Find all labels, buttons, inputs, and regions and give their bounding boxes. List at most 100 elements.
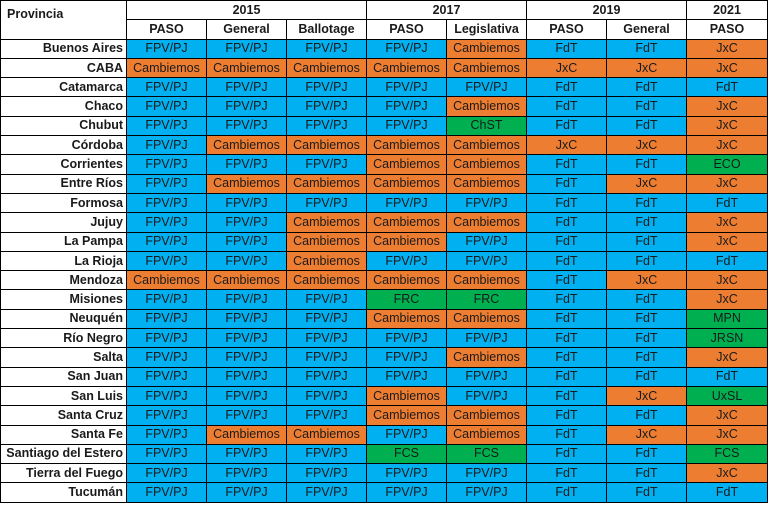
result-cell: JxC [686,270,768,291]
provincia-name: Chubut [0,115,127,137]
table-row: Santa Fe FPV/PJ Cambiemos Cambiemos FPV/PJ Ca… [0,424,768,445]
result-cell: FdT [686,192,768,214]
provincia-name: Catamarca [0,77,127,98]
result-cell: JxC [686,135,768,156]
result-cell: FPV/PJ [206,192,287,214]
result-cell: FdT [526,192,607,214]
provincia-name: Santiago del Estero [0,443,127,465]
result-cell: FPV/PJ [126,328,207,349]
result-cell: FPV/PJ [286,347,367,368]
result-cell: JxC [686,96,768,117]
result-cell: FdT [606,289,687,310]
result-cell: FPV/PJ [126,424,207,445]
year-header-2015: 2015 [126,0,367,21]
result-cell: FdT [526,173,607,194]
result-cell: JxC [606,57,687,79]
result-cell: FdT [526,482,607,503]
result-cell: JxC [606,270,687,291]
result-cell: FdT [526,231,607,252]
election-header: Ballotage [286,19,367,40]
provincia-name: Jujuy [0,212,127,233]
result-cell: FPV/PJ [206,96,287,117]
result-cell: FPV/PJ [206,250,287,272]
result-cell: FPV/PJ [366,192,447,214]
result-cell: FPV/PJ [286,308,367,330]
result-cell: FdT [686,366,768,387]
result-cell: FdT [606,405,687,426]
result-cell: MPN [686,308,768,330]
result-cell: FdT [526,366,607,387]
result-cell: JxC [686,38,768,59]
result-cell: FdT [526,38,607,59]
result-cell: Cambiemos [446,173,527,194]
provincia-name: Formosa [0,192,127,214]
table-row: Santiago del Estero FPV/PJ FPV/PJ FPV/PJ FCS… [0,443,768,465]
result-cell: FPV/PJ [206,347,287,368]
result-cell: FPV/PJ [206,77,287,98]
result-cell: UxSL [686,385,768,407]
result-cell: Cambiemos [366,212,447,233]
result-cell: FPV/PJ [286,328,367,349]
result-cell: JxC [526,57,607,79]
result-cell: FPV/PJ [366,250,447,272]
election-header: General [206,19,287,40]
result-cell: FdT [526,424,607,445]
result-cell: FPV/PJ [366,38,447,59]
table-row: Tucumán FPV/PJ FPV/PJ FPV/PJ FPV/PJ FPV/PJ FdT… [0,482,768,503]
result-cell: FPV/PJ [446,77,527,98]
table-row: CABA Cambiemos Cambiemos Cambiemos Cambiemos… [0,57,768,79]
result-cell: Cambiemos [206,57,287,79]
table-row: Corrientes FPV/PJ FPV/PJ FPV/PJ Cambiemos Cam… [0,154,768,175]
result-cell: FCS [446,443,527,465]
table-row: Chubut FPV/PJ FPV/PJ FPV/PJ FPV/PJ ChST FdT FdT… [0,115,768,137]
result-cell: JxC [686,347,768,368]
result-cell: Cambiemos [206,270,287,291]
result-cell: Cambiemos [446,270,527,291]
result-cell: FPV/PJ [366,424,447,445]
result-cell: FPV/PJ [366,347,447,368]
results-body: Buenos Aires FPV/PJ FPV/PJ FPV/PJ FPV/PJ Camb… [0,38,768,503]
result-cell: FPV/PJ [446,192,527,214]
result-cell: FPV/PJ [126,443,207,465]
provincia-header: Provincia [0,0,127,40]
result-cell: FdT [606,115,687,137]
result-cell: FPV/PJ [126,308,207,330]
result-cell: Cambiemos [446,308,527,330]
result-cell: FdT [526,328,607,349]
table-row: Córdoba FPV/PJ Cambiemos Cambiemos Cambiemos… [0,135,768,156]
result-cell: FdT [606,328,687,349]
result-cell: FdT [686,77,768,98]
result-cell: Cambiemos [206,173,287,194]
election-header: General [606,19,687,40]
year-header-2017: 2017 [366,0,527,21]
result-cell: Cambiemos [286,424,367,445]
result-cell: FPV/PJ [446,385,527,407]
election-header: PASO [686,19,768,40]
result-cell: JxC [686,57,768,79]
result-cell: FPV/PJ [126,96,207,117]
provincia-name: Chaco [0,96,127,117]
result-cell: FPV/PJ [126,463,207,484]
result-cell: FPV/PJ [446,482,527,503]
result-cell: Cambiemos [366,135,447,156]
result-cell: FdT [686,482,768,503]
provincia-name: Río Negro [0,328,127,349]
result-cell: FPV/PJ [286,482,367,503]
result-cell: FPV/PJ [366,366,447,387]
result-cell: FPV/PJ [286,38,367,59]
result-cell: FdT [526,270,607,291]
result-cell: FdT [606,482,687,503]
result-cell: FPV/PJ [126,482,207,503]
result-cell: FPV/PJ [126,212,207,233]
result-cell: Cambiemos [286,135,367,156]
result-cell: Cambiemos [286,250,367,272]
result-cell: JxC [526,135,607,156]
result-cell: FPV/PJ [126,405,207,426]
result-cell: FdT [606,96,687,117]
table-row: Río Negro FPV/PJ FPV/PJ FPV/PJ FPV/PJ FPV/PJ F… [0,328,768,349]
result-cell: JxC [686,405,768,426]
result-cell: FPV/PJ [286,77,367,98]
result-cell: Cambiemos [366,173,447,194]
result-cell: FPV/PJ [206,308,287,330]
